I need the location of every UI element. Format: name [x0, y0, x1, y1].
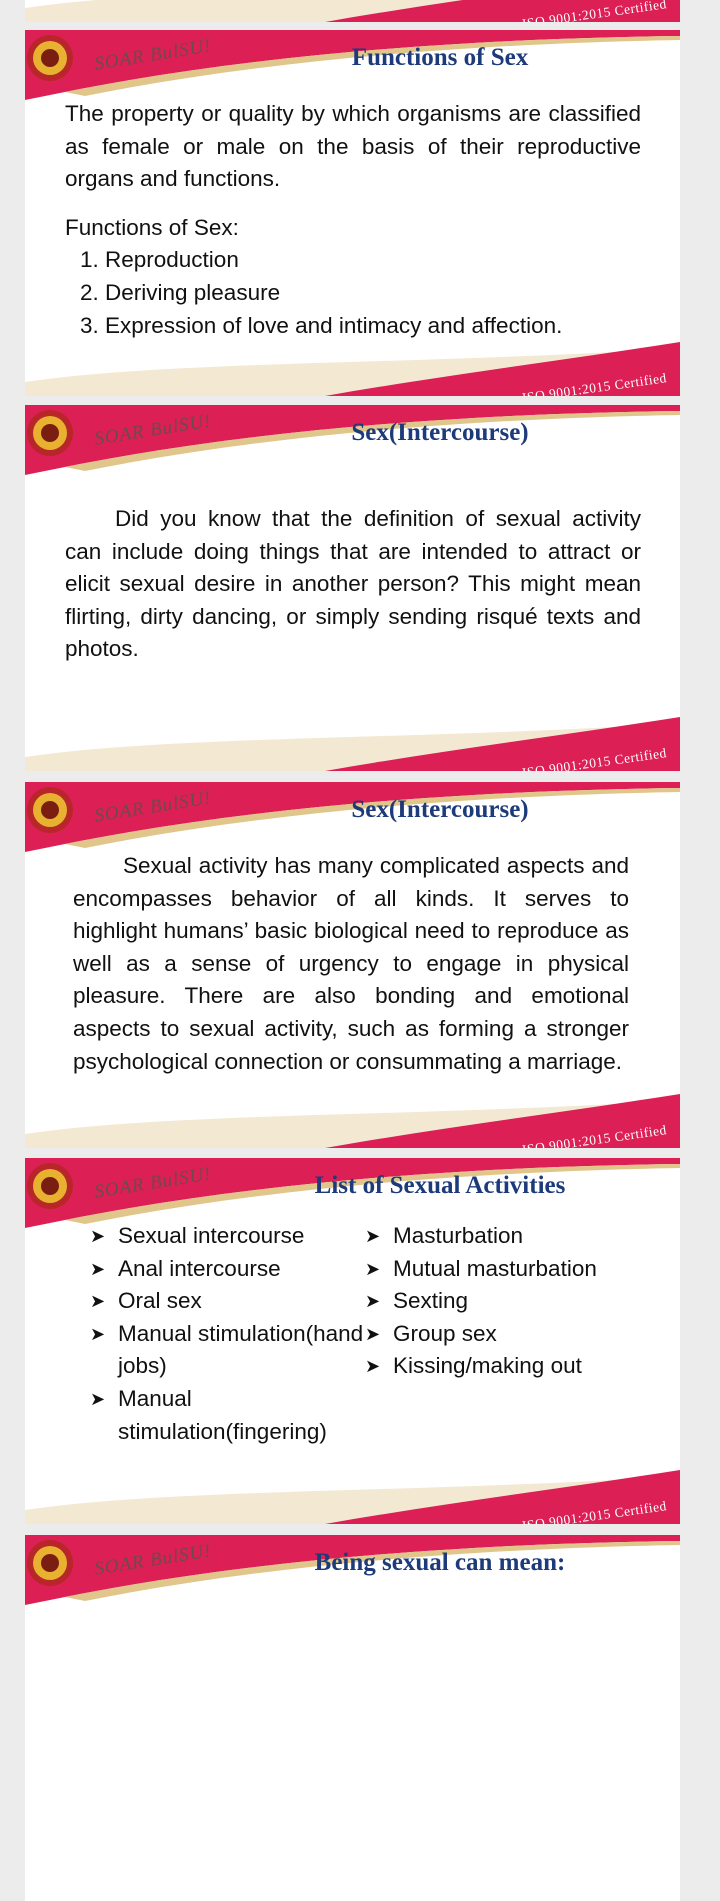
- slide-title: Sex(Intercourse): [351, 419, 529, 446]
- bullet-list: Sexual intercourseAnal intercourseOral s…: [90, 1220, 365, 1448]
- slide-decoration: [25, 30, 680, 396]
- paragraph: Did you know that the definition of sexu…: [65, 506, 641, 662]
- slide-body: Sexual intercourseAnal intercourseOral s…: [90, 1220, 650, 1448]
- list-item: Deriving pleasure: [105, 277, 641, 310]
- list-item: Sexting: [365, 1285, 650, 1318]
- paragraph: The property or quality by which organis…: [65, 101, 641, 192]
- list-item: Sexual intercourse: [90, 1220, 365, 1253]
- slide-title: Sex(Intercourse): [351, 796, 529, 823]
- slide: SOAR BulSU! Sex(Intercourse) Sexual activi…: [25, 782, 680, 1148]
- slide-decoration: [25, 782, 680, 1148]
- slide-body: The property or quality by which organis…: [65, 98, 641, 342]
- list-item: Mutual masturbation: [365, 1253, 650, 1286]
- list-item: Anal intercourse: [90, 1253, 365, 1286]
- list-item: Reproduction: [105, 244, 641, 277]
- list-item: Group sex: [365, 1318, 650, 1351]
- slide-title: Functions of Sex: [351, 44, 529, 71]
- slide-title: Being sexual can mean:: [314, 1549, 566, 1576]
- slide: SOAR BulSU! Sex(Intercourse) Did you know …: [25, 405, 680, 771]
- slide-decoration: [25, 1535, 680, 1605]
- slide: SOAR BulSU!List of Sexual ActivitiesSexu…: [25, 1158, 680, 1524]
- slide: SOAR BulSU! Functions of Sex The property …: [25, 30, 680, 396]
- numbered-list: ReproductionDeriving pleasureExpression …: [65, 244, 641, 342]
- slide-decoration: [25, 1158, 680, 1524]
- slide: SOAR BulSU! Being sexual can mean:: [25, 1535, 680, 1901]
- slide-fragment: ISO 9001:2015 Certified: [25, 0, 680, 22]
- slide-decoration: [25, 0, 680, 22]
- columns: Sexual intercourseAnal intercourseOral s…: [90, 1220, 650, 1448]
- list-item: Oral sex: [90, 1285, 365, 1318]
- slide-body: Did you know that the definition of sexu…: [65, 503, 641, 666]
- list-item: Masturbation: [365, 1220, 650, 1253]
- paragraph: Sexual activity has many complicated asp…: [73, 853, 629, 1074]
- subheading: Functions of Sex:: [65, 214, 239, 240]
- page: ISO 9001:2015 Certified SOAR BulSU! Functi…: [0, 0, 720, 1600]
- slide-decoration: [25, 405, 680, 771]
- slide-body: Sexual activity has many complicated asp…: [73, 850, 629, 1078]
- bullet-list: MasturbationMutual masturbationSextingGr…: [365, 1220, 650, 1448]
- list-item: Expression of love and intimacy and affe…: [105, 310, 641, 343]
- list-item: Manual stimulation(hand jobs): [90, 1318, 365, 1383]
- list-item: Manual stimulation(fingering): [90, 1383, 365, 1448]
- list-item: Kissing/making out: [365, 1350, 650, 1383]
- slide-title: List of Sexual Activities: [314, 1172, 566, 1199]
